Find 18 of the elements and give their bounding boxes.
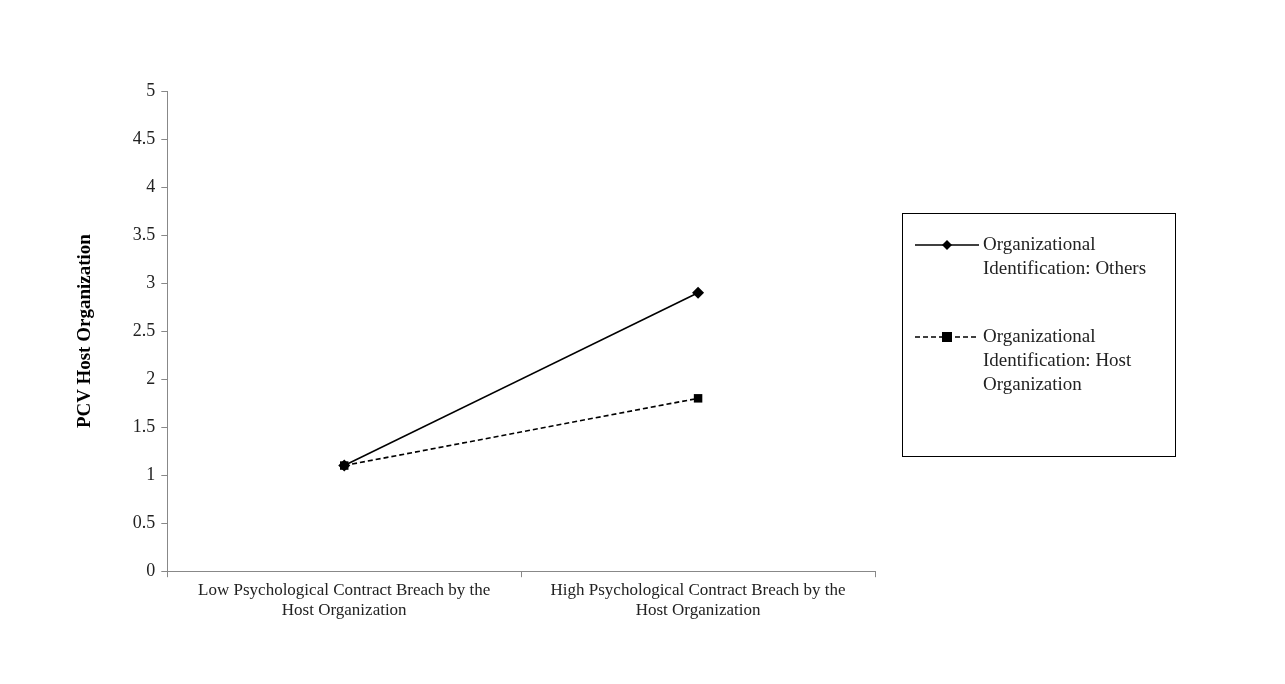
y-tick-label: 4.5 (132, 127, 156, 148)
y-axis-title: PCV Host Organization (73, 233, 95, 429)
y-tick-label: 3 (146, 271, 156, 292)
point (692, 286, 705, 299)
y-tick-label: 0 (146, 559, 156, 580)
y-tick-label: 1.5 (132, 415, 156, 436)
x-tick-label: High Psychological Contract Breach by the Host Organization (550, 579, 846, 620)
x-tick-label: Low Psychological Contract Breach by the Host Organization (198, 579, 491, 620)
y-tick-label: 2.5 (132, 319, 156, 340)
y-tick-label: 1 (146, 463, 156, 484)
y-tick-label: 3.5 (132, 223, 156, 244)
y-tick-label: 2 (146, 367, 156, 388)
point (693, 394, 703, 403)
y-tick-label: 0.5 (132, 511, 156, 532)
legend-label: Organizational Identification: Host Organization (983, 324, 1133, 396)
y-tick-label: 4 (146, 175, 156, 196)
y-tick-label: 5 (146, 79, 156, 100)
legend-label: Organizational Identification: Others (983, 232, 1148, 280)
